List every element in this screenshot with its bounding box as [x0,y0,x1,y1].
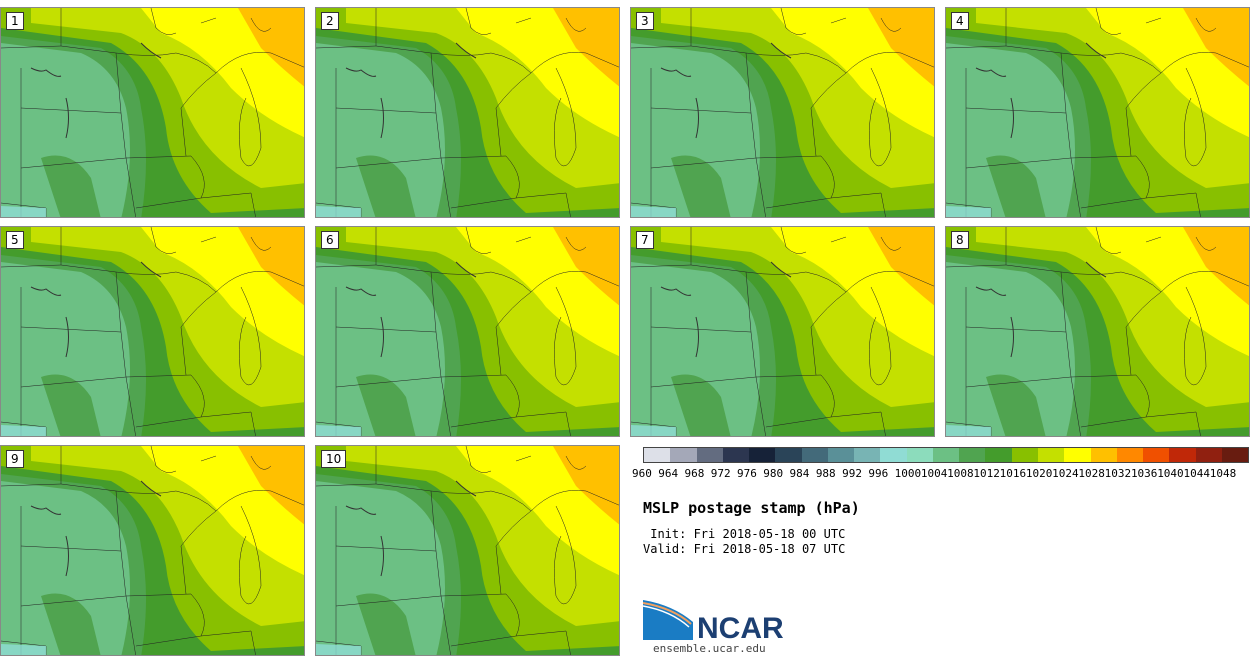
colorbar-tick-label: 972 [710,467,731,480]
colorbar-tick-label: 996 [868,467,889,480]
colorbar-bin [1116,448,1144,462]
colorbar [643,447,1249,463]
init-time: Init: Fri 2018-05-18 00 UTC [643,527,846,541]
colorbar-tick-label: 992 [842,467,862,480]
colorbar-tick-label: 1004 [920,467,948,480]
colorbar-tick-label: 1012 [973,467,1000,480]
colorbar-tick-label: 964 [658,467,679,480]
member-number: 9 [6,450,24,468]
postage-stamp-map: 3 [630,7,935,218]
logo-text: NCAR [697,612,784,645]
colorbar-tick-label: 1024 [1052,467,1079,480]
ncar-logo-icon [643,600,693,640]
colorbar-tick-label: 1008 [947,467,974,480]
colorbar-bin [722,448,750,462]
colorbar-tick-label: 980 [763,467,784,480]
colorbar-bin [932,448,960,462]
colorbar-bin [1011,448,1038,462]
time-info: Init: Fri 2018-05-18 00 UTC Valid: Fri 20… [643,527,845,557]
colorbar-bin [801,448,828,462]
postage-stamp-map: 7 [630,226,935,437]
member-number: 7 [636,231,654,249]
postage-stamp-map: 6 [315,226,620,437]
postage-stamp-map: 4 [945,7,1250,218]
colorbar-bin [906,448,933,462]
colorbar-tick-label: 1044 [1183,467,1210,480]
member-number: 2 [321,12,339,30]
colorbar-bin [749,448,776,462]
colorbar-tick-label: 1032 [1104,467,1132,480]
colorbar-bin [696,448,723,462]
member-number: 1 [6,12,24,30]
valid-time: Valid: Fri 2018-05-18 07 UTC [643,542,846,556]
colorbar-tick-label: 968 [684,467,705,480]
colorbar-bin [1221,448,1249,462]
colorbar-tick-label: 1040 [1157,467,1184,480]
colorbar-tick-label: 1000 [894,467,922,480]
postage-stamp-map: 9 [0,445,305,656]
postage-stamp-map: 2 [315,7,620,218]
member-number: 10 [321,450,347,468]
colorbar-bin [827,448,855,462]
colorbar-bin [1195,448,1222,462]
colorbar-tick-label: 984 [789,467,810,480]
postage-stamp-map: 8 [945,226,1250,437]
colorbar-bin [1037,448,1065,462]
site-url: ensemble.ucar.edu [653,642,766,655]
member-number: 6 [321,231,339,249]
postage-stamp-map: 5 [0,226,305,437]
colorbar-bin [880,448,907,462]
colorbar-bin [644,448,671,462]
colorbar-bin [1090,448,1117,462]
member-number: 5 [6,231,24,249]
colorbar-tick-label: 988 [815,467,836,480]
colorbar-bin [1169,448,1196,462]
colorbar-tick-label: 976 [737,467,757,480]
chart-title: MSLP postage stamp (hPa) [643,499,860,517]
colorbar-tick-label: 1020 [1025,467,1053,480]
postage-stamp-map: 1 [0,7,305,218]
colorbar-bin [670,448,697,462]
colorbar-bin [775,448,802,462]
colorbar-ticks: 960 964 968 972 976 980 984 988 992 996 1000 1004 10… [632,467,1252,481]
colorbar-tick-label: 1048 [1209,467,1237,480]
member-number: 4 [951,12,969,30]
postage-stamp-map: 10 [315,445,620,656]
colorbar-tick-label: 1016 [999,467,1027,480]
colorbar-bin [985,448,1012,462]
colorbar-bin [1064,448,1091,462]
colorbar-bin [854,448,881,462]
colorbar-bin [1143,448,1170,462]
colorbar-tick-label: 1036 [1130,467,1158,480]
member-number: 3 [636,12,654,30]
member-number: 8 [951,231,969,249]
colorbar-bin [959,448,986,462]
colorbar-tick-label: 1028 [1078,467,1105,480]
colorbar-tick-label: 960 [632,467,652,480]
